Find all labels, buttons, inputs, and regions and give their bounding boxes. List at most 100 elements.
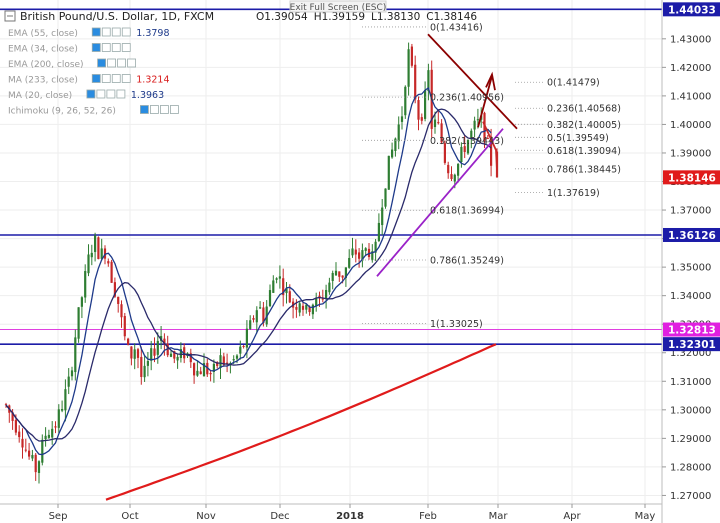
exit-fullscreen[interactable]: Exit Full Screen (ESC) — [289, 0, 387, 13]
candle-body — [285, 288, 288, 294]
y-tick-label: 1.34000 — [670, 291, 711, 302]
candle-body — [338, 271, 341, 277]
close-icon[interactable] — [106, 89, 116, 99]
time-axis[interactable]: Sep Oct Nov Dec 2018 Feb Mar Apr May — [49, 504, 656, 522]
candle-body — [387, 155, 390, 190]
candle-body — [321, 298, 324, 300]
y-tick-label: 1.39000 — [670, 148, 711, 159]
candle-body — [414, 64, 417, 100]
candle-body — [400, 116, 404, 122]
candle-body — [84, 271, 87, 298]
candle-body — [74, 337, 77, 373]
fib1-label: 0.786(1.35249) — [430, 256, 504, 267]
candle-body — [351, 248, 354, 256]
fib1-label: 0(1.43416) — [430, 22, 483, 33]
fib2-label: 1(1.37619) — [547, 188, 600, 199]
candle-body — [41, 439, 44, 463]
candle-body — [90, 252, 93, 258]
candle-body — [51, 428, 54, 438]
ohlc-h: H1.39159 — [314, 11, 365, 23]
settings-icon[interactable] — [96, 89, 106, 99]
more-icon[interactable] — [121, 74, 131, 83]
y-tick-label: 1.28000 — [670, 462, 711, 473]
fib-retracement-secondary: 0(1.41479) 0.236(1.40568) 0.382(1.40005) 0.… — [515, 78, 621, 199]
y-tick-label: 1.37000 — [670, 206, 711, 217]
candle-body — [21, 438, 24, 448]
candle-body — [394, 138, 397, 151]
more-icon[interactable] — [121, 43, 131, 52]
candle-body — [460, 146, 463, 162]
close-icon[interactable] — [111, 27, 121, 37]
candle-body — [143, 365, 146, 378]
y-tick-label: 1.35000 — [670, 263, 711, 274]
candle-body — [457, 163, 460, 176]
x-tick-label: Feb — [419, 511, 437, 522]
exit-fullscreen-label: Exit Full Screen (ESC) — [290, 3, 387, 13]
eye-icon[interactable] — [139, 105, 149, 114]
close-icon[interactable] — [117, 58, 126, 68]
more-icon[interactable] — [169, 105, 179, 114]
candle-body — [216, 362, 219, 366]
close-icon[interactable] — [159, 105, 169, 114]
candle-body — [219, 355, 222, 369]
y-tick-label: 1.41000 — [670, 91, 711, 102]
more-icon[interactable] — [121, 27, 131, 37]
candle-body — [199, 371, 202, 375]
close-icon[interactable] — [111, 43, 121, 52]
indicator-value: 1.3214 — [136, 75, 169, 86]
settings-icon[interactable] — [107, 58, 116, 68]
candle-body — [80, 297, 83, 307]
eye-icon[interactable] — [86, 89, 96, 99]
candle-body — [397, 124, 400, 142]
candle-body — [437, 122, 440, 124]
settings-icon[interactable] — [101, 27, 111, 37]
eye-icon[interactable] — [91, 27, 101, 37]
candle-body — [328, 282, 331, 293]
settings-icon[interactable] — [101, 43, 111, 52]
candle-body — [107, 261, 110, 264]
x-tick-label: Oct — [121, 511, 138, 522]
candle-body — [282, 278, 285, 296]
candle-body — [31, 455, 34, 459]
candle-body — [364, 248, 367, 251]
x-tick-label: Dec — [270, 511, 289, 522]
y-tick-label: 1.30000 — [670, 405, 711, 416]
candle-body — [331, 272, 334, 281]
candle-body — [278, 276, 281, 279]
candle-body — [150, 348, 153, 361]
candle-body — [466, 139, 470, 154]
candle-body — [410, 46, 413, 66]
eye-icon[interactable] — [91, 43, 101, 52]
candle-body — [272, 280, 275, 293]
ma-20-line — [5, 87, 492, 456]
candle-body — [262, 307, 265, 323]
more-icon[interactable] — [127, 58, 136, 68]
candle-body — [440, 123, 443, 143]
close-icon[interactable] — [111, 74, 121, 83]
candle-body — [249, 320, 252, 329]
candle-body — [100, 248, 103, 259]
candle-body — [202, 363, 206, 377]
candle-body — [268, 290, 272, 307]
candle-body — [163, 338, 166, 345]
candle-body — [361, 250, 364, 261]
candle-body — [133, 349, 136, 359]
collapse-icon[interactable] — [4, 10, 16, 22]
candle-body — [97, 237, 100, 260]
candle-body — [308, 307, 311, 313]
candle-body — [305, 304, 308, 310]
settings-icon[interactable] — [149, 105, 159, 114]
candle-body — [140, 356, 143, 377]
y-tick-label: 1.31000 — [670, 377, 711, 388]
more-icon[interactable] — [116, 89, 126, 99]
settings-icon[interactable] — [101, 74, 111, 83]
indicator-value: 1.3963 — [131, 90, 164, 101]
price-badge — [663, 337, 720, 352]
candle-body — [417, 100, 420, 120]
eye-icon[interactable] — [97, 58, 106, 68]
eye-icon[interactable] — [91, 74, 101, 83]
candle-body — [311, 304, 314, 315]
price-badge-label: 1.44033 — [668, 4, 716, 16]
candle-body — [212, 363, 215, 373]
